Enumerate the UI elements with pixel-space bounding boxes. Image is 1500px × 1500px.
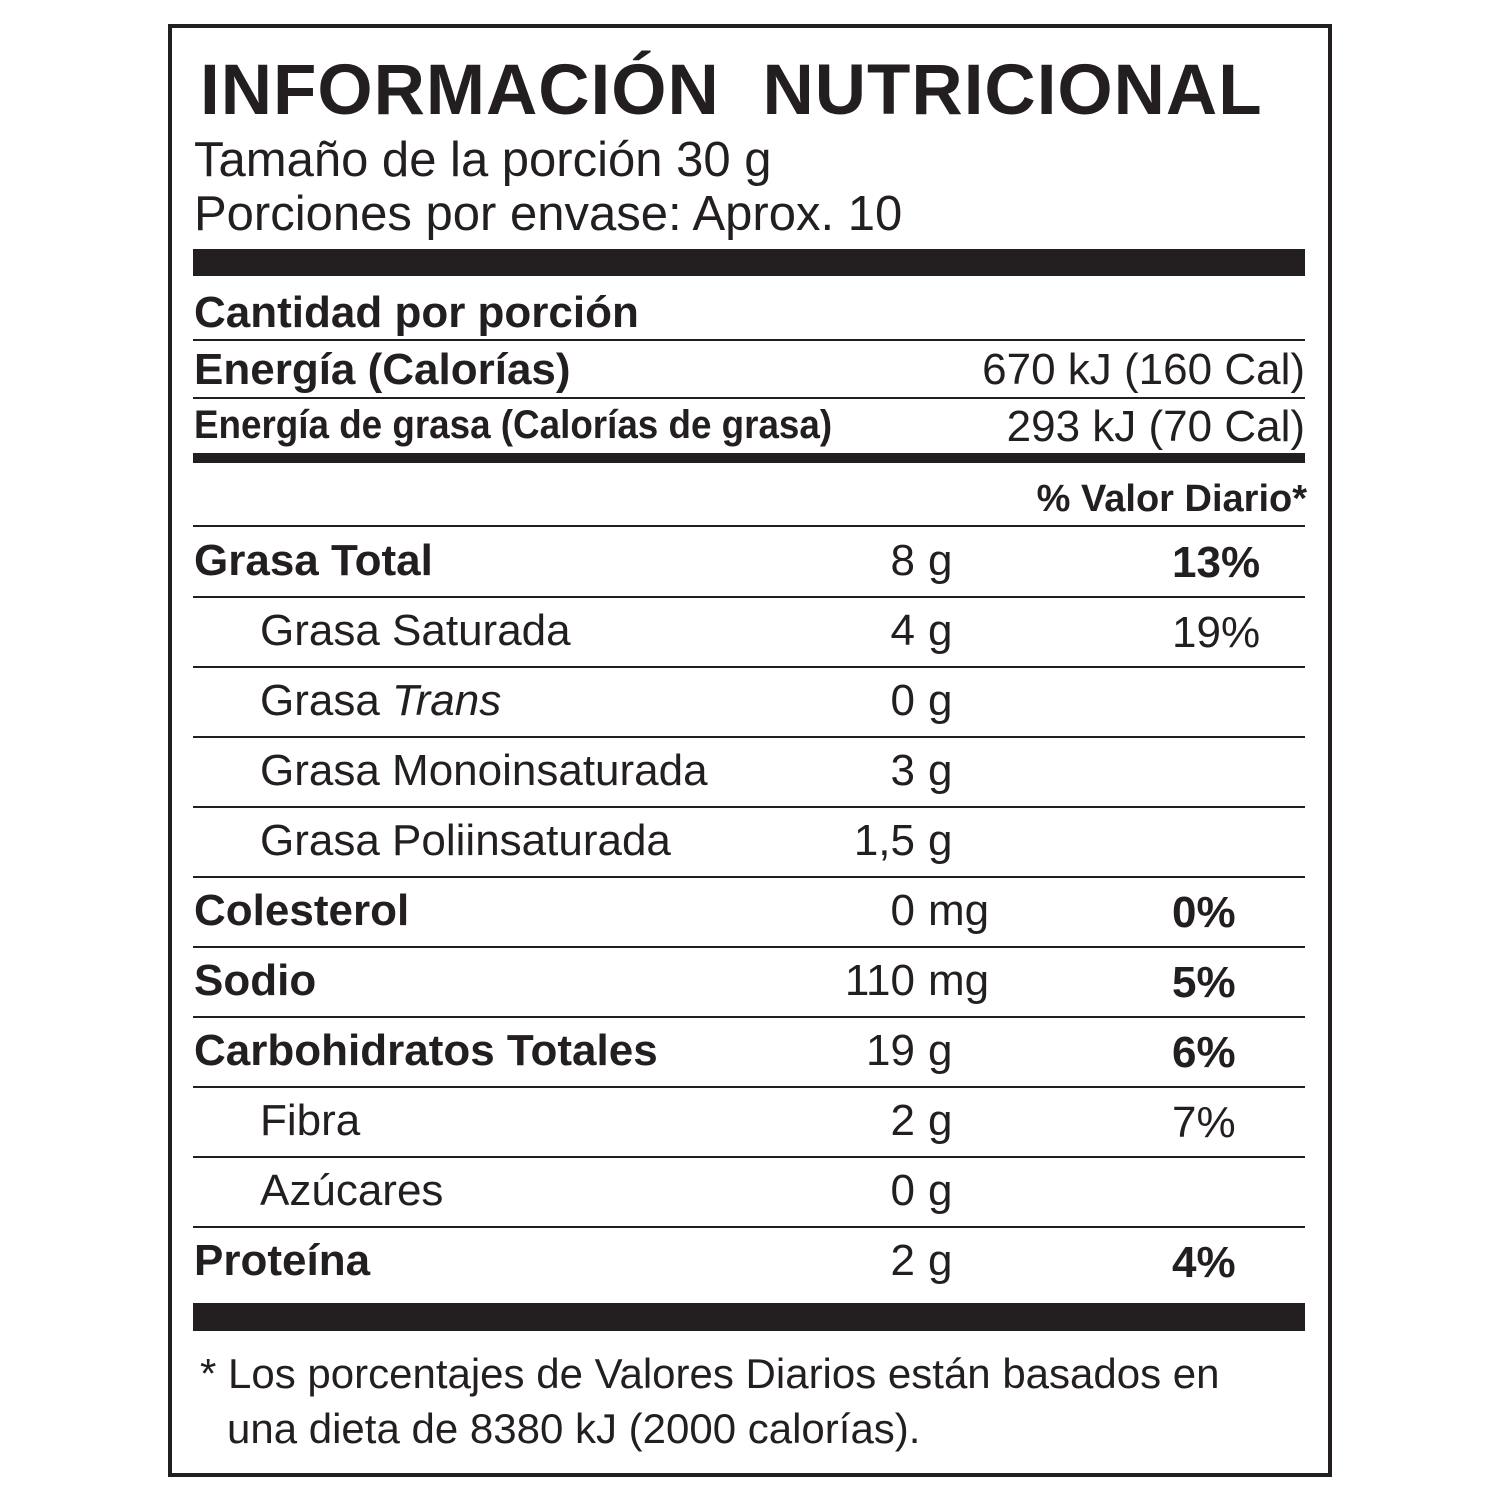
nutrient-daily-value: 4% (1172, 1238, 1236, 1287)
divider (193, 1016, 1305, 1018)
nutrient-daily-value: 19% (1172, 608, 1261, 657)
nutrient-label-italic: Trans (392, 676, 502, 725)
divider (193, 806, 1305, 808)
daily-value-header: % Valor Diario* (1036, 478, 1307, 520)
nutrient-row: Proteína 2 g 4% (0, 1226, 1500, 1296)
nutrient-name: Proteína (194, 1236, 370, 1286)
medium-divider (193, 453, 1305, 463)
nutrient-name: Grasa Total (194, 536, 433, 586)
nutrient-name: Grasa Trans (260, 676, 501, 726)
nutrient-label: Proteína (194, 1236, 371, 1285)
energy-fat-label: Energía de grasa (Calorías de grasa) (194, 403, 833, 447)
divider (193, 1156, 1305, 1158)
divider (193, 1086, 1305, 1088)
nutrient-daily-value: 6% (1172, 1028, 1236, 1077)
nutrient-unit: g (928, 1166, 953, 1215)
divider (193, 339, 1305, 341)
divider (193, 596, 1305, 598)
nutrient-unit: g (928, 746, 953, 795)
nutrient-label: Grasa (260, 676, 393, 725)
nutrient-label: Grasa Monoinsaturada (260, 746, 708, 795)
divider (193, 525, 1305, 527)
nutrient-label: Grasa Total (194, 536, 433, 585)
nutrient-row: Grasa Monoinsaturada 3 g (0, 736, 1500, 806)
nutrient-row: Grasa Saturada 4 g 19% (0, 596, 1500, 666)
label-title: INFORMACIÓN NUTRICIONAL (200, 51, 1263, 130)
nutrient-row: Carbohidratos Totales 19 g 6% (0, 1016, 1500, 1086)
nutrient-unit: g (928, 1026, 953, 1075)
nutrient-label: Colesterol (194, 886, 410, 935)
footnote-line-1: * Los porcentajes de Valores Diarios est… (200, 1350, 1220, 1397)
energy-value: 670 kJ (160 Cal) (982, 345, 1305, 394)
nutrient-unit: g (928, 816, 953, 865)
nutrient-unit: g (928, 676, 953, 725)
nutrient-amount: 110 (844, 956, 915, 1005)
nutrient-unit: g (928, 606, 953, 655)
nutrient-row: Colesterol 0 mg 0% (0, 876, 1500, 946)
nutrient-row: Azúcares 0 g (0, 1156, 1500, 1226)
nutrient-label: Sodio (194, 956, 317, 1005)
nutrient-amount: 0 (890, 676, 915, 725)
nutrient-row: Grasa Poliinsaturada 1,5 g (0, 806, 1500, 876)
nutrient-unit: g (928, 1096, 953, 1145)
nutrient-name: Grasa Saturada (260, 606, 571, 656)
nutrient-amount: 19 (866, 1026, 915, 1075)
nutrient-amount: 0 (890, 1166, 915, 1215)
nutrient-unit: g (928, 1236, 953, 1285)
servings-per-container: Porciones por envase: Aprox. 10 (194, 187, 903, 241)
divider (193, 397, 1305, 399)
nutrient-row: Grasa Total 8 g 13% (0, 526, 1500, 596)
nutrient-amount: 1,5 (853, 816, 915, 865)
nutrient-label: Fibra (260, 1096, 361, 1145)
nutrient-amount: 0 (890, 886, 915, 935)
serving-size: Tamaño de la porción 30 g (194, 133, 772, 187)
nutrient-name: Sodio (194, 956, 316, 1006)
nutrient-row: Fibra 2 g 7% (0, 1086, 1500, 1156)
nutrient-unit: mg (928, 956, 990, 1005)
thick-divider (193, 249, 1305, 276)
nutrient-amount: 8 (890, 536, 915, 585)
nutrient-unit: mg (928, 886, 990, 935)
nutrient-daily-value: 13% (1172, 538, 1261, 587)
nutrient-name: Azúcares (260, 1166, 443, 1216)
nutrient-name: Fibra (260, 1096, 360, 1146)
thick-divider (193, 1303, 1305, 1331)
nutrient-name: Colesterol (194, 886, 409, 936)
nutrient-label: Azúcares (260, 1166, 444, 1215)
nutrient-daily-value: 7% (1172, 1098, 1236, 1147)
energy-fat-value: 293 kJ (70 Cal) (1006, 402, 1305, 451)
label-border (168, 24, 1332, 1477)
nutrient-label: Grasa Saturada (260, 606, 571, 655)
nutrient-amount: 2 (890, 1096, 915, 1145)
nutrient-amount: 3 (890, 746, 915, 795)
divider (193, 1226, 1305, 1228)
footnote-line-2: una dieta de 8380 kJ (2000 calorías). (227, 1405, 921, 1452)
divider (193, 736, 1305, 738)
nutrient-daily-value: 0% (1172, 888, 1236, 937)
nutrient-unit: g (928, 536, 953, 585)
divider (193, 946, 1305, 948)
nutrient-daily-value: 5% (1172, 958, 1236, 1007)
energy-label: Energía (Calorías) (194, 345, 571, 394)
nutrient-amount: 2 (890, 1236, 915, 1285)
nutrient-name: Carbohidratos Totales (194, 1026, 658, 1076)
nutrient-label: Grasa Poliinsaturada (260, 816, 671, 865)
nutrient-row: Grasa Trans 0 g (0, 666, 1500, 736)
nutrient-amount: 4 (890, 606, 915, 655)
nutrient-name: Grasa Poliinsaturada (260, 816, 671, 866)
nutrient-row: Sodio 110 mg 5% (0, 946, 1500, 1016)
amount-per-serving: Cantidad por porción (194, 288, 639, 337)
nutrient-label: Carbohidratos Totales (194, 1026, 658, 1075)
divider (193, 666, 1305, 668)
nutrient-name: Grasa Monoinsaturada (260, 746, 708, 796)
divider (193, 876, 1305, 878)
